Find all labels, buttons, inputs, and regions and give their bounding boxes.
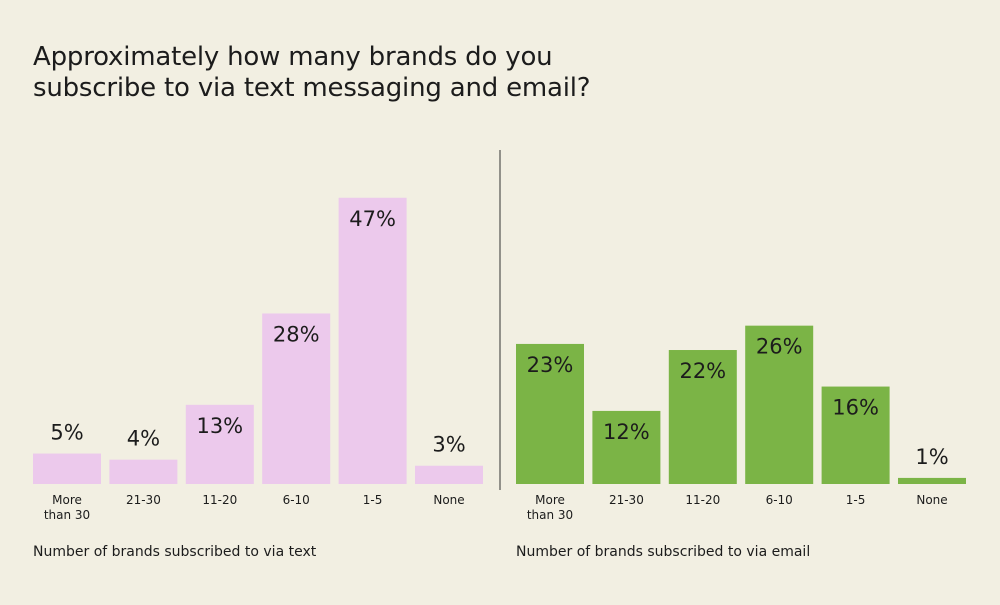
text-tick-label-1: 21-30 <box>126 493 161 507</box>
text-bar-4 <box>338 197 407 484</box>
email-bar-value-2: 22% <box>679 359 726 383</box>
email-bar-1 <box>592 410 661 484</box>
email-bar-5 <box>898 477 966 484</box>
text-tick-label-4: 1-5 <box>363 493 383 507</box>
text-bar-3 <box>262 313 331 484</box>
email-bar-value-5: 1% <box>915 445 948 469</box>
text-axis-label: Number of brands subscribed to via text <box>33 544 317 560</box>
email-tick-label-4: 1-5 <box>846 493 866 507</box>
email-tick-label-5: None <box>916 493 947 507</box>
text-tick-label-0: More than 30 <box>44 493 90 522</box>
text-bar-0 <box>33 453 101 484</box>
email-axis-label: Number of brands subscribed to via email <box>516 544 810 560</box>
text-bar-value-0: 5% <box>50 421 83 445</box>
email-bar-value-1: 12% <box>603 420 650 444</box>
chart-title-line-2: subscribe to via text messaging and emai… <box>33 73 591 104</box>
email-bar-2 <box>668 350 737 484</box>
text-bar-value-4: 47% <box>349 207 396 231</box>
text-bar-value-5: 3% <box>432 433 465 457</box>
email-bar-value-0: 23% <box>527 353 574 377</box>
email-bar-value-4: 16% <box>832 396 879 420</box>
text-bar-value-1: 4% <box>127 427 160 451</box>
text-tick-label-3: 6-10 <box>283 493 310 507</box>
email-bar-4 <box>821 386 890 484</box>
text-bar-1 <box>109 459 178 484</box>
text-bar-5 <box>415 465 483 484</box>
email-tick-label-1: 21-30 <box>609 493 644 507</box>
chart-title: Approximately how many brands do you sub… <box>33 42 753 104</box>
text-bar-2 <box>185 404 254 484</box>
email-tick-label-0: More than 30 <box>527 493 573 522</box>
email-bar-value-3: 26% <box>756 335 803 359</box>
text-tick-label-2: 11-20 <box>202 493 237 507</box>
text-bar-value-2: 13% <box>196 414 243 438</box>
text-tick-label-5: None <box>433 493 464 507</box>
chart-title-line-1: Approximately how many brands do you <box>33 42 553 72</box>
email-tick-label-2: 11-20 <box>685 493 720 507</box>
text-bar-value-3: 28% <box>273 322 320 346</box>
email-bar-3 <box>745 325 814 484</box>
email-bar-0 <box>516 343 584 484</box>
email-tick-label-3: 6-10 <box>766 493 793 507</box>
